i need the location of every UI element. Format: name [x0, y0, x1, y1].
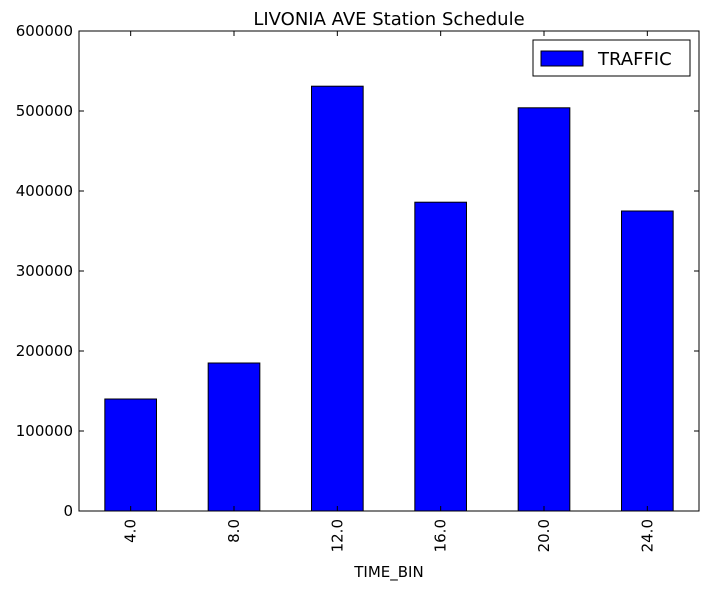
- bar: [207, 362, 261, 512]
- plot-frame: [78, 30, 700, 512]
- x-tick-label: 12.0: [328, 519, 346, 552]
- x-tick-label: 4.0: [122, 519, 140, 543]
- bar: [621, 210, 674, 512]
- x-tick-label: 16.0: [432, 519, 450, 552]
- y-tick-label: 600000: [16, 22, 73, 40]
- ticks-layer: 4.0 8.0 12.0 16.0 20.0 24.0 0 100000 200000 30000…: [16, 22, 699, 552]
- bar: [414, 201, 468, 512]
- x-tick-label: 8.0: [225, 519, 243, 543]
- bars-layer: [104, 85, 674, 512]
- y-tick-label: 500000: [16, 102, 73, 120]
- y-tick-label: 400000: [16, 182, 73, 200]
- x-tick-label: 24.0: [638, 519, 656, 552]
- x-axis-label: TIME_BIN: [353, 563, 423, 582]
- bar: [517, 107, 571, 512]
- y-tick-label: 300000: [16, 262, 73, 280]
- legend: TRAFFIC: [532, 39, 691, 77]
- bar: [104, 398, 158, 512]
- y-tick-label: 0: [63, 502, 73, 520]
- y-tick-label: 200000: [16, 342, 73, 360]
- bar: [311, 85, 364, 512]
- legend-label: TRAFFIC: [597, 49, 672, 70]
- x-tick-label: 20.0: [535, 519, 553, 552]
- legend-swatch: [540, 50, 584, 67]
- y-tick-label: 100000: [16, 422, 73, 440]
- chart-title: LIVONIA AVE Station Schedule: [253, 9, 524, 30]
